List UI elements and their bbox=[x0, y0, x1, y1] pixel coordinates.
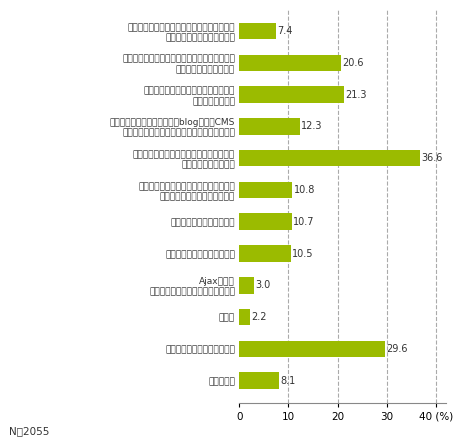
Bar bbox=[239, 341, 384, 357]
Bar bbox=[239, 182, 292, 198]
Bar bbox=[239, 372, 279, 389]
Text: 10.5: 10.5 bbox=[292, 248, 313, 258]
Bar bbox=[239, 118, 299, 134]
Bar bbox=[239, 150, 419, 166]
Text: 29.6: 29.6 bbox=[386, 344, 407, 354]
Bar bbox=[239, 277, 253, 293]
Text: N＝2055: N＝2055 bbox=[9, 426, 50, 436]
Bar bbox=[239, 55, 340, 71]
Bar bbox=[239, 213, 291, 230]
Text: 10.8: 10.8 bbox=[293, 185, 314, 195]
Text: 3.0: 3.0 bbox=[255, 280, 270, 290]
Bar bbox=[239, 309, 250, 325]
Bar bbox=[239, 86, 343, 103]
Text: 36.6: 36.6 bbox=[420, 153, 442, 163]
Text: 2.2: 2.2 bbox=[251, 312, 266, 322]
Bar bbox=[239, 245, 291, 262]
Text: 10.7: 10.7 bbox=[293, 217, 314, 227]
Text: 21.3: 21.3 bbox=[345, 90, 366, 99]
Text: 12.3: 12.3 bbox=[301, 121, 322, 131]
Bar bbox=[239, 23, 275, 39]
Text: 8.1: 8.1 bbox=[280, 376, 295, 386]
Text: 7.4: 7.4 bbox=[276, 26, 292, 36]
Text: 20.6: 20.6 bbox=[341, 58, 363, 68]
